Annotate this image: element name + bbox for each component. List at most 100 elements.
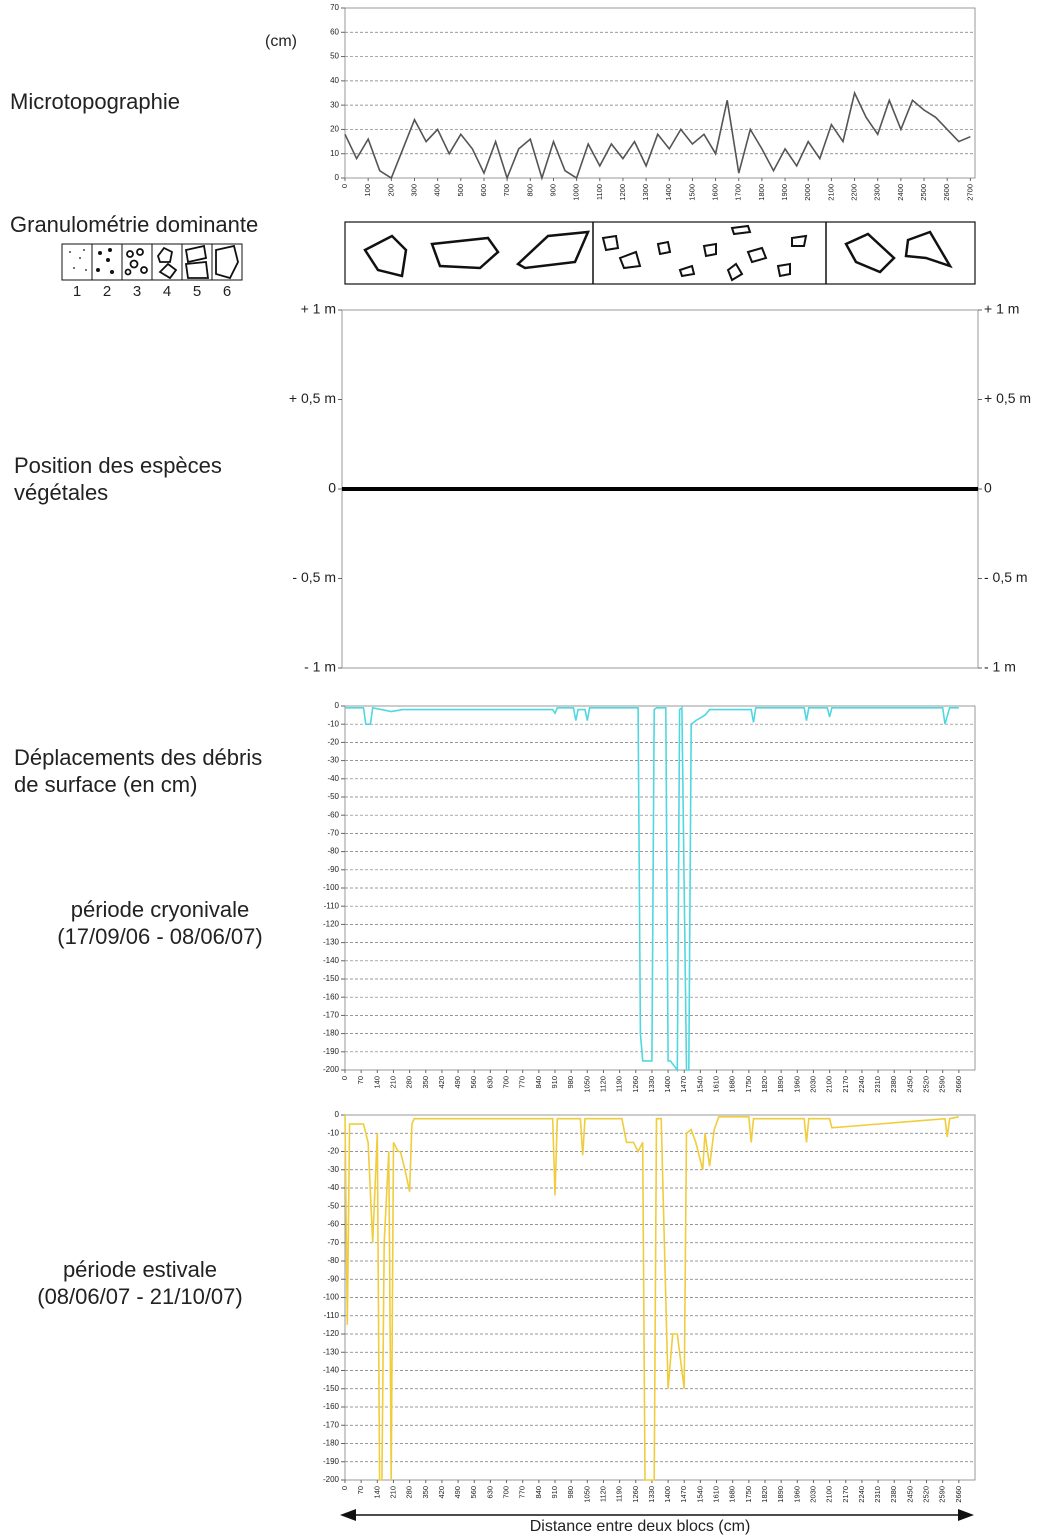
x-tick-label: 700 bbox=[502, 1486, 511, 1499]
x-tick-label: 140 bbox=[372, 1486, 381, 1499]
x-tick-label: 300 bbox=[409, 184, 418, 197]
y-tick-label: -80 bbox=[327, 1256, 339, 1265]
y-tick-label: 50 bbox=[330, 52, 339, 61]
x-tick-label: 1190 bbox=[615, 1486, 624, 1502]
y-tick-label: -60 bbox=[327, 810, 339, 819]
x-tick-label: 2030 bbox=[808, 1486, 817, 1503]
x-tick-label: 2240 bbox=[857, 1486, 866, 1503]
y-tick-label: -60 bbox=[327, 1220, 339, 1229]
y-tick-label: -100 bbox=[323, 883, 340, 892]
x-tick-label: 210 bbox=[388, 1486, 397, 1499]
x-tick-label: 1680 bbox=[728, 1486, 737, 1503]
x-tick-label: 2380 bbox=[889, 1486, 898, 1503]
y-tick-label: -190 bbox=[323, 1047, 340, 1056]
x-tick-label: 1890 bbox=[776, 1076, 785, 1093]
y-tick-label: -20 bbox=[327, 738, 339, 747]
legend-label: 5 bbox=[193, 283, 201, 300]
y-tick-label: -100 bbox=[323, 1293, 340, 1302]
x-tick-label: 490 bbox=[453, 1486, 462, 1499]
legend-label: 1 bbox=[73, 283, 81, 300]
x-tick-label: 70 bbox=[356, 1076, 365, 1084]
x-tick-label: 1260 bbox=[631, 1486, 640, 1503]
x-tick-label: 2000 bbox=[803, 184, 812, 201]
x-tick-label: 0 bbox=[340, 1486, 349, 1490]
x-tick-label: 910 bbox=[550, 1076, 559, 1089]
x-tick-label: 980 bbox=[566, 1486, 575, 1499]
x-tick-label: 2700 bbox=[965, 184, 974, 201]
y-tick-label: -120 bbox=[323, 920, 340, 929]
y-tick-label: 0 bbox=[335, 173, 340, 182]
x-tick-label: 1610 bbox=[712, 1076, 721, 1093]
legend-label: 2 bbox=[103, 283, 111, 300]
x-tick-label: 1820 bbox=[760, 1076, 769, 1093]
x-tick-label: 630 bbox=[485, 1076, 494, 1089]
y2-tick-label: 0 bbox=[984, 480, 992, 496]
x-tick-label: 630 bbox=[485, 1486, 494, 1499]
y-tick-label: -140 bbox=[323, 956, 340, 965]
x-tick-label: 1000 bbox=[572, 184, 581, 201]
x-tick-label: 400 bbox=[433, 184, 442, 197]
y-tick-label: -10 bbox=[327, 1128, 339, 1137]
period-dates: (17/09/06 - 08/06/07) bbox=[57, 924, 263, 949]
x-tick-label: 1050 bbox=[582, 1076, 591, 1093]
period-name: période cryonivale bbox=[70, 897, 250, 922]
x-tick-label: 770 bbox=[518, 1076, 527, 1089]
x-tick-label: 1750 bbox=[744, 1076, 753, 1093]
x-tick-label: 2100 bbox=[825, 1486, 834, 1503]
x-tick-label: 800 bbox=[525, 184, 534, 197]
x-tick-label: 840 bbox=[534, 1076, 543, 1089]
y-tick-label: -50 bbox=[327, 1201, 339, 1210]
x-tick-label: 1190 bbox=[615, 1076, 624, 1092]
x-tick-label: 280 bbox=[405, 1076, 414, 1089]
x-tick-label: 1300 bbox=[641, 184, 650, 201]
x-tick-label: 1680 bbox=[728, 1076, 737, 1093]
x-axis-label: Distance entre deux blocs (cm) bbox=[530, 1518, 751, 1535]
x-tick-label: 700 bbox=[502, 1076, 511, 1089]
x-tick-label: 1890 bbox=[776, 1486, 785, 1503]
x-tick-label: 2310 bbox=[873, 1076, 882, 1093]
period-label: période cryonivale (17/09/06 - 08/06/07) bbox=[0, 896, 320, 950]
y-tick-label: -110 bbox=[324, 1311, 340, 1320]
x-tick-label: 1120 bbox=[598, 1076, 607, 1092]
y-tick-label: -130 bbox=[323, 1347, 340, 1356]
y-tick-label: -40 bbox=[327, 1183, 339, 1192]
granulometry-band bbox=[344, 221, 976, 285]
x-tick-label: 2660 bbox=[954, 1076, 963, 1093]
x-tick-label: 1540 bbox=[695, 1486, 704, 1503]
x-tick-label: 2100 bbox=[826, 184, 835, 201]
y-tick-label: -70 bbox=[327, 1238, 339, 1247]
x-tick-label: 2520 bbox=[922, 1486, 931, 1503]
x-tick-label: 2170 bbox=[841, 1486, 850, 1503]
x-tick-label: 0 bbox=[340, 184, 349, 188]
y-tick-label: -130 bbox=[323, 938, 340, 947]
x-tick-label: 1900 bbox=[780, 184, 789, 201]
x-tick-label: 2520 bbox=[922, 1076, 931, 1093]
x-tick-label: 2200 bbox=[850, 184, 859, 201]
y-tick-label: -30 bbox=[327, 756, 339, 765]
x-tick-label: 840 bbox=[534, 1486, 543, 1499]
x-tick-label: 2450 bbox=[905, 1486, 914, 1503]
y-tick-label: -110 bbox=[324, 901, 340, 910]
y-tick-label: -200 bbox=[323, 1065, 340, 1074]
granulometry-legend bbox=[61, 243, 243, 281]
y-tick-label: 0 bbox=[328, 480, 336, 496]
y-tick-label: 20 bbox=[330, 125, 339, 134]
y-tick-label: - 0,5 m bbox=[292, 569, 336, 585]
y2-tick-label: + 0,5 m bbox=[984, 390, 1031, 406]
y-tick-label: -170 bbox=[323, 1011, 340, 1020]
x-tick-label: 1330 bbox=[647, 1486, 656, 1503]
x-tick-label: 2380 bbox=[889, 1076, 898, 1093]
x-tick-label: 1700 bbox=[734, 184, 743, 201]
x-tick-label: 1330 bbox=[647, 1076, 656, 1093]
y-tick-label: -180 bbox=[323, 1439, 340, 1448]
x-tick-label: 200 bbox=[386, 184, 395, 197]
x-tick-label: 0 bbox=[340, 1076, 349, 1080]
row-label: Position des espèces végétales bbox=[14, 453, 222, 505]
y-tick-label: -170 bbox=[323, 1420, 340, 1429]
x-tick-label: 350 bbox=[421, 1076, 430, 1089]
x-tick-label: 1750 bbox=[744, 1486, 753, 1503]
x-tick-label: 100 bbox=[363, 184, 372, 197]
x-tick-label: 1400 bbox=[663, 1076, 672, 1093]
y-tick-label: 70 bbox=[330, 3, 339, 12]
x-tick-label: 1600 bbox=[711, 184, 720, 201]
